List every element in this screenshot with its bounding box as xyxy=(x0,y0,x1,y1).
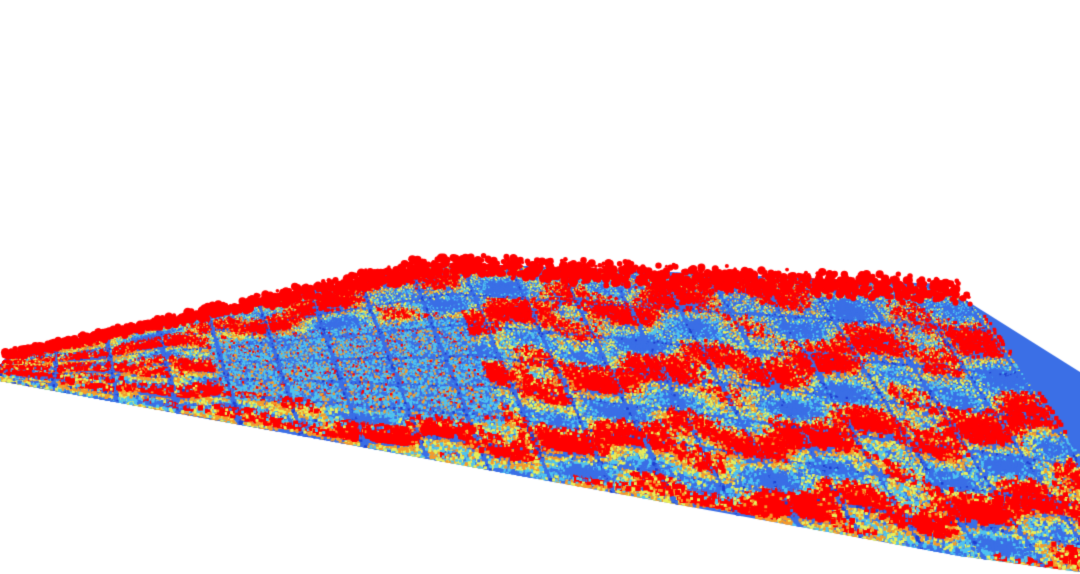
point-cloud-viewport[interactable] xyxy=(0,0,1080,574)
point-cloud-canvas[interactable] xyxy=(0,0,1080,574)
